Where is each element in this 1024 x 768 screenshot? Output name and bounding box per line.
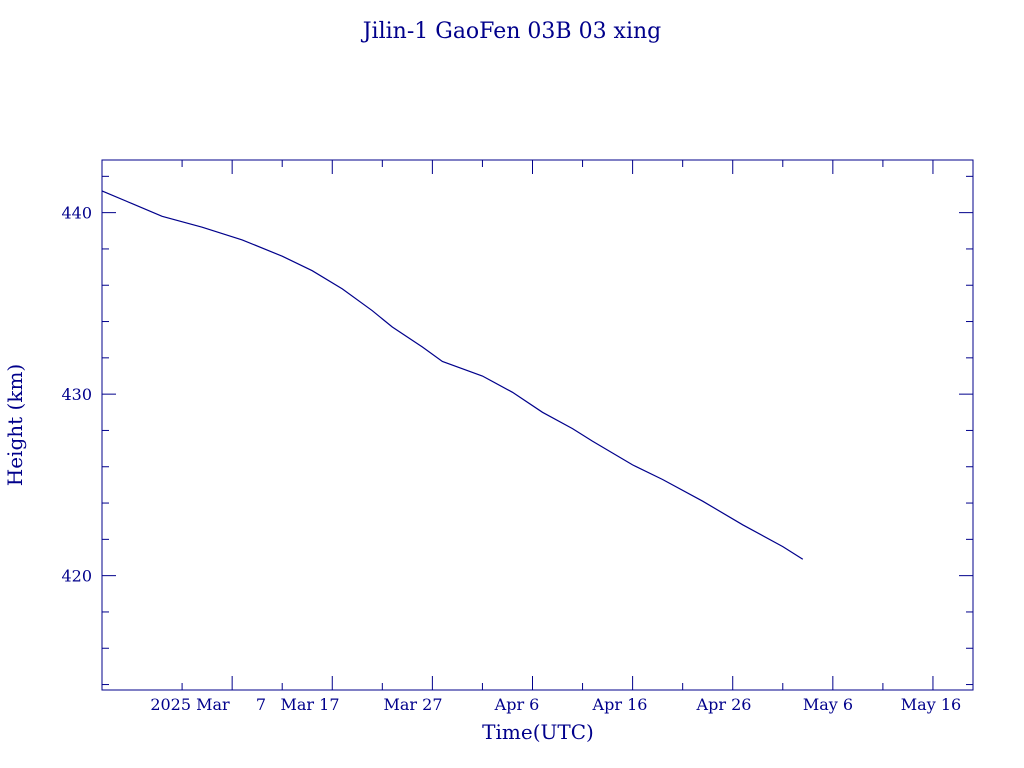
y-tick-label: 430 (61, 385, 92, 404)
x-tick-label: May 6 (803, 695, 853, 714)
x-axis-tick-labels: 2025 Mar 7 Mar 17 Mar 27 Apr 6 Apr 16 Apr 26 Ma… (150, 695, 961, 714)
x-tick-label: 2025 Mar (150, 695, 230, 714)
y-axis-ticks: 420 430 440 (61, 175, 973, 686)
y-tick-label: 420 (61, 567, 92, 586)
x-tick-label: May 16 (901, 695, 961, 714)
x-axis-label: Time(UTC) (482, 720, 594, 744)
chart-title: Jilin-1 GaoFen 03B 03 xing (361, 19, 662, 44)
x-tick-label: Apr 26 (696, 695, 752, 714)
y-tick-label: 440 (61, 204, 92, 223)
y-axis-label: Height (km) (3, 364, 27, 486)
x-axis-ticks (181, 160, 934, 690)
x-tick-label: Apr 6 (494, 695, 540, 714)
x-tick-label: 7 (256, 695, 266, 714)
plot-frame (101, 159, 974, 691)
height-series-line (101, 190, 804, 560)
x-tick-label: Apr 16 (592, 695, 648, 714)
x-tick-label: Mar 27 (383, 695, 442, 714)
x-tick-label: Mar 17 (280, 695, 339, 714)
